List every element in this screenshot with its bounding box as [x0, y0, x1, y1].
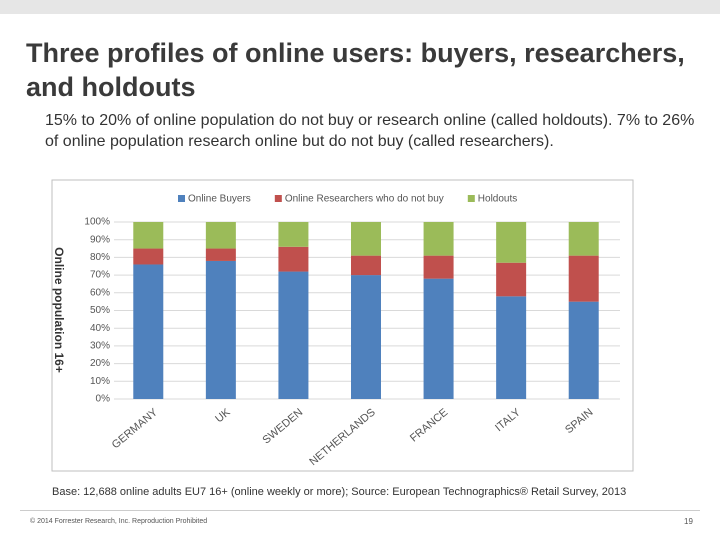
- bar-segment: [351, 275, 381, 399]
- bar-segment: [496, 222, 527, 263]
- bar-segment: [133, 248, 164, 265]
- slide-title: Three profiles of online users: buyers, …: [26, 38, 685, 102]
- bar-segment: [351, 255, 381, 276]
- legend-label: Online Buyers: [188, 194, 251, 205]
- bar-segment: [423, 278, 454, 399]
- legend-swatch: [467, 195, 475, 202]
- legend-swatch: [178, 195, 185, 202]
- bar-segment: [278, 222, 309, 247]
- y-tick-label: 30%: [90, 341, 110, 352]
- y-tick-label: 10%: [90, 376, 110, 387]
- y-tick-label: 20%: [90, 358, 110, 369]
- y-tick-label: 50%: [90, 305, 110, 316]
- bar-segment: [496, 262, 527, 297]
- y-tick-label: 40%: [90, 323, 110, 334]
- bar-segment: [423, 255, 454, 279]
- legend-label: Online Researchers who do not buy: [285, 194, 444, 205]
- y-tick-label: 100%: [84, 217, 110, 228]
- bar-segment: [568, 222, 599, 256]
- slide-body: 15% to 20% of online population do not b…: [45, 112, 695, 150]
- bar-segment: [205, 260, 236, 399]
- y-tick-label: 80%: [90, 252, 110, 263]
- footer-rule: [20, 510, 700, 511]
- bar-segment: [568, 255, 599, 302]
- bar-segment: [278, 246, 309, 272]
- y-tick-label: 0%: [96, 394, 111, 405]
- y-tick-label: 90%: [90, 234, 110, 245]
- y-tick-label: 70%: [90, 270, 110, 281]
- source-note: Base: 12,688 online adults EU7 16+ (onli…: [52, 486, 627, 498]
- top-bar: [0, 0, 720, 14]
- bar-segment: [568, 301, 599, 399]
- y-axis-label: Online population 16+: [52, 247, 66, 373]
- legend-label: Holdouts: [478, 194, 517, 205]
- page-number: 19: [684, 517, 693, 526]
- bar-segment: [423, 222, 454, 256]
- y-tick-label: 60%: [90, 287, 110, 298]
- bar-segment: [133, 264, 164, 399]
- bar-segment: [133, 222, 164, 249]
- bar-segment: [351, 222, 381, 256]
- bar-segment: [205, 248, 236, 261]
- legend-swatch: [274, 195, 282, 202]
- bar-segment: [205, 222, 236, 249]
- bar-segment: [496, 296, 527, 399]
- bar-segment: [278, 271, 309, 399]
- copyright: © 2014 Forrester Research, Inc. Reproduc…: [30, 518, 208, 525]
